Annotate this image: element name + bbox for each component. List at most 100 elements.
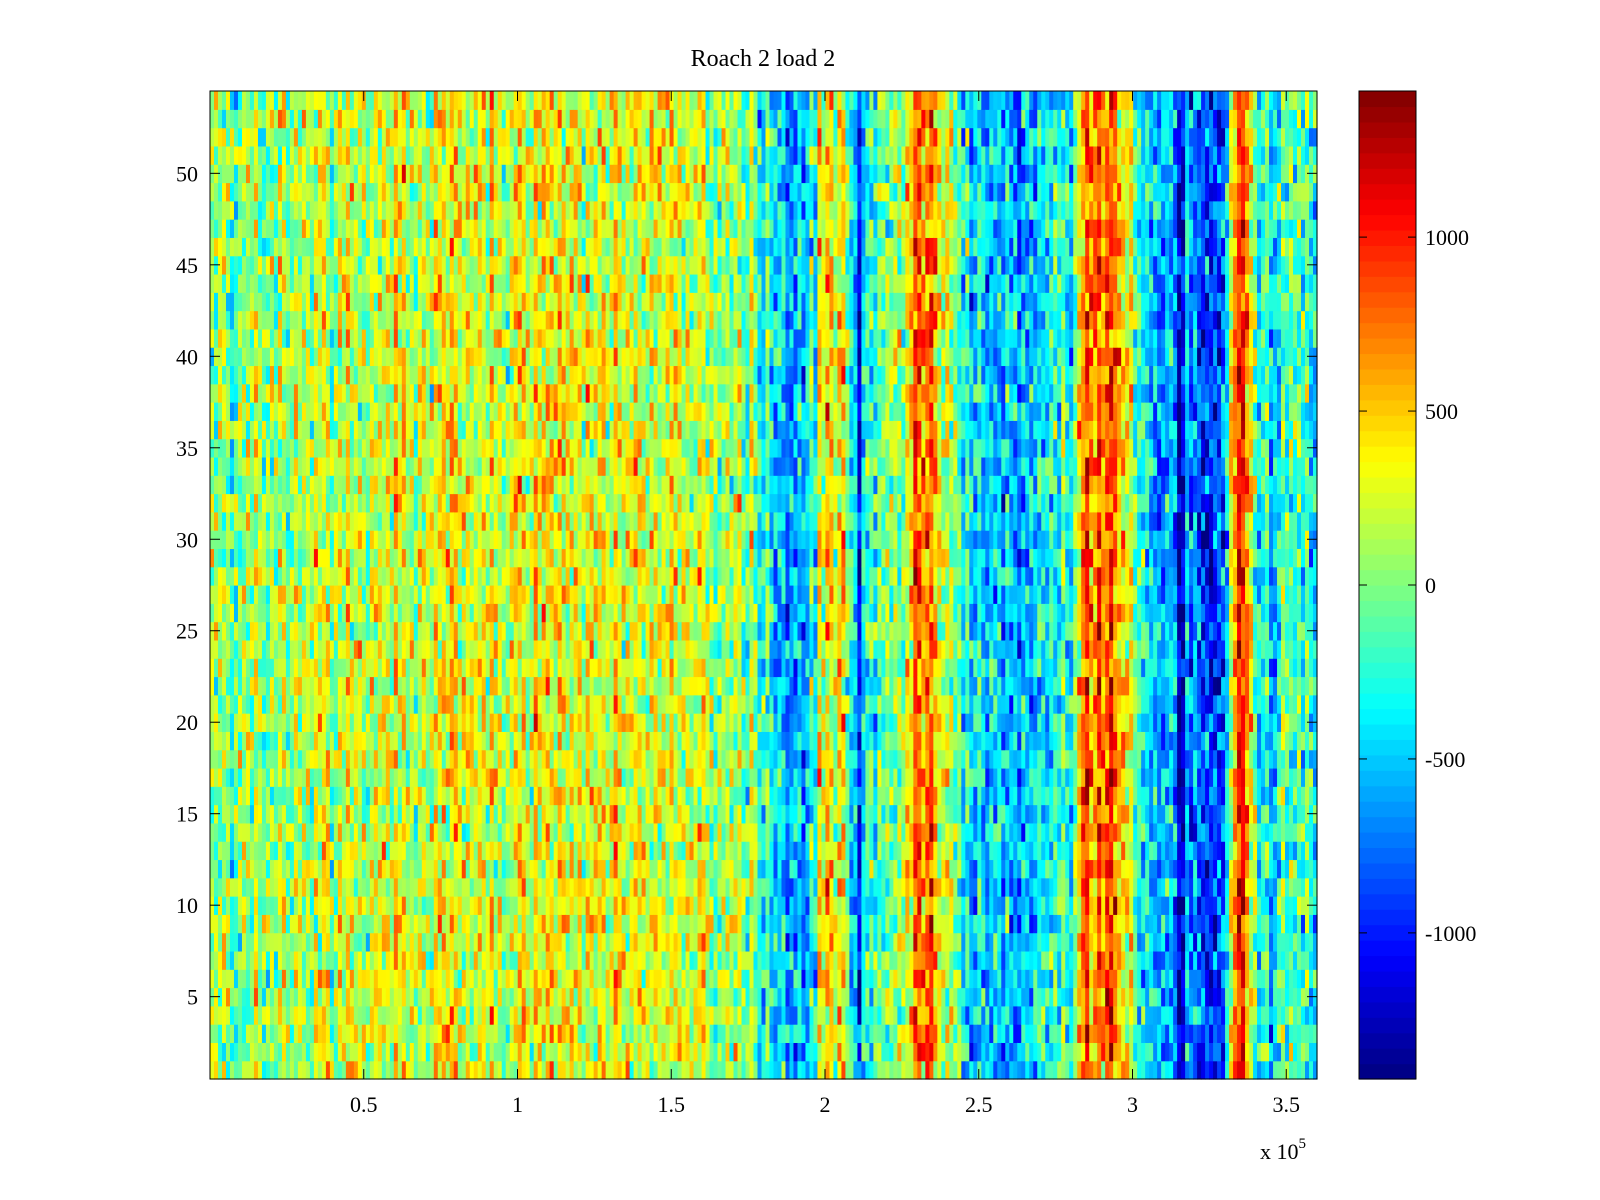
heatmap-cell: [214, 749, 219, 769]
heatmap-cell: [373, 493, 379, 513]
heatmap-cell: [397, 749, 403, 769]
heatmap-cell: [417, 896, 423, 915]
heatmap-cell: [565, 566, 571, 586]
heatmap-cell: [261, 292, 267, 312]
heatmap-cell: [409, 767, 415, 787]
heatmap-cell: [253, 1060, 259, 1080]
heatmap-cell: [265, 91, 271, 110]
heatmap-cell: [237, 621, 243, 641]
heatmap-cell: [225, 694, 231, 714]
heatmap-cell: [381, 1060, 387, 1080]
heatmap-cell: [485, 402, 491, 421]
heatmap-cell: [241, 365, 247, 385]
heatmap-cell: [461, 822, 467, 842]
heatmap-cell: [214, 694, 219, 714]
heatmap-cell: [553, 987, 559, 1007]
heatmap-cell: [389, 767, 395, 787]
heatmap-cell: [317, 1005, 323, 1025]
heatmap-cell: [353, 914, 359, 934]
heatmap-cell: [249, 402, 255, 421]
heatmap-cell: [549, 566, 555, 586]
heatmap-cell: [377, 273, 383, 293]
heatmap-cell: [373, 658, 379, 678]
heatmap-cell: [561, 91, 567, 110]
heatmap-cell: [549, 420, 555, 440]
heatmap-cell: [389, 749, 395, 769]
heatmap-cell: [341, 841, 347, 861]
heatmap-cell: [293, 914, 299, 934]
heatmap-cell: [481, 383, 487, 403]
heatmap-cell: [349, 1042, 355, 1062]
heatmap-cell: [573, 255, 579, 275]
heatmap-cell: [525, 109, 531, 129]
heatmap-cell: [537, 1060, 543, 1080]
heatmap-cell: [261, 328, 267, 348]
heatmap-cell: [437, 694, 443, 714]
heatmap-cell: [489, 292, 495, 312]
heatmap-cell: [397, 713, 403, 732]
heatmap-cell: [225, 585, 231, 604]
heatmap-cell: [545, 767, 551, 787]
heatmap-cell: [485, 1060, 491, 1080]
heatmap-cell: [293, 530, 299, 550]
heatmap-cell: [225, 676, 231, 696]
heatmap-cell: [345, 877, 351, 897]
heatmap-cell: [577, 1005, 583, 1025]
heatmap-cell: [377, 713, 383, 732]
heatmap-cell: [457, 658, 463, 678]
heatmap-cell: [241, 91, 247, 110]
heatmap-cell: [269, 310, 275, 330]
heatmap-cell: [341, 621, 347, 641]
heatmap-cell: [325, 749, 331, 769]
heatmap-cell: [569, 639, 575, 659]
heatmap-cell: [337, 676, 343, 696]
heatmap-cell: [409, 694, 415, 714]
heatmap-cell: [577, 621, 583, 641]
heatmap-cell: [309, 566, 315, 586]
heatmap-cell: [561, 950, 567, 970]
heatmap-cell: [329, 383, 335, 403]
heatmap-cell: [313, 603, 319, 623]
heatmap-cell: [337, 566, 343, 586]
heatmap-cell: [329, 164, 335, 184]
heatmap-cell: [565, 438, 571, 458]
heatmap-cell: [529, 420, 535, 440]
heatmap-cell: [569, 822, 575, 842]
heatmap-cell: [337, 658, 343, 678]
heatmap-cell: [285, 585, 291, 604]
heatmap-cell: [389, 511, 395, 531]
heatmap-cell: [214, 475, 219, 495]
heatmap-cell: [329, 841, 335, 861]
heatmap-cell: [393, 530, 399, 550]
heatmap-cell: [433, 438, 439, 458]
heatmap-cell: [401, 713, 407, 732]
heatmap-cell: [309, 237, 315, 257]
heatmap-cell: [553, 456, 559, 476]
heatmap-cell: [253, 164, 259, 184]
heatmap-cell: [401, 511, 407, 531]
heatmap-cell: [301, 822, 307, 842]
heatmap-cell: [333, 420, 339, 440]
heatmap-cell: [225, 877, 231, 897]
heatmap-cell: [305, 694, 311, 714]
heatmap-cell: [577, 566, 583, 586]
heatmap-cell: [505, 566, 511, 586]
heatmap-cell: [393, 603, 399, 623]
heatmap-cell: [277, 383, 283, 403]
heatmap-cell: [385, 950, 391, 970]
heatmap-cell: [309, 127, 315, 147]
heatmap-cell: [397, 950, 403, 970]
heatmap-cell: [245, 731, 251, 751]
heatmap-cell: [489, 438, 495, 458]
heatmap-cell: [569, 383, 575, 403]
heatmap-cell: [253, 365, 259, 385]
heatmap-cell: [549, 896, 555, 915]
heatmap-cell: [229, 658, 235, 678]
heatmap-cell: [281, 511, 287, 531]
heatmap-cell: [505, 347, 511, 367]
heatmap-cell: [273, 328, 279, 348]
heatmap-cell: [449, 1042, 455, 1062]
heatmap-cell: [333, 1024, 339, 1044]
heatmap-cell: [385, 914, 391, 934]
heatmap-cell: [541, 731, 547, 751]
